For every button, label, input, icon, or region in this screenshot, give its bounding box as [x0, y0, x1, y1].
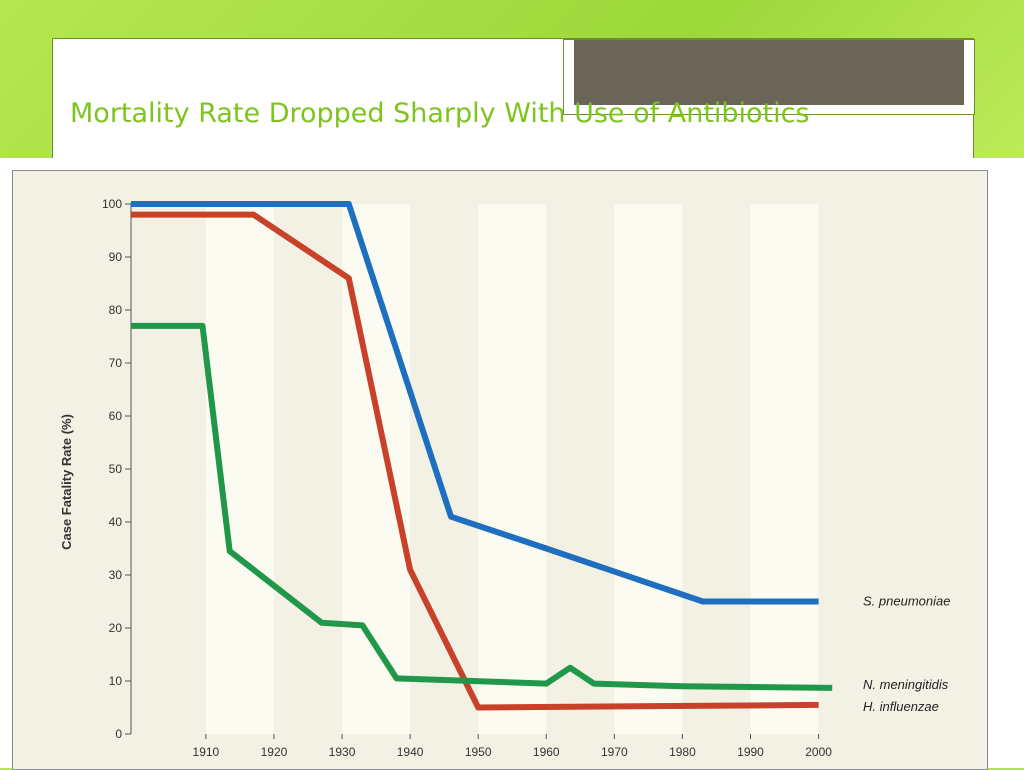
x-tick-label: 1950 — [465, 745, 492, 759]
background-band — [478, 204, 547, 734]
x-tick-label: 1980 — [669, 745, 696, 759]
y-tick-label: 30 — [109, 568, 123, 582]
x-tick-label: 1910 — [193, 745, 220, 759]
y-tick-label: 100 — [102, 197, 122, 211]
chart-container: 0 10 20 30 40 50 60 70 80 90 100 1910 1920 1930 1940 1… — [12, 170, 988, 770]
x-tick-label: 1940 — [397, 745, 424, 759]
background-band — [614, 204, 683, 734]
x-tick-label: 2000 — [805, 745, 832, 759]
background-band — [750, 204, 819, 734]
y-tick-label: 0 — [115, 727, 122, 741]
y-tick-label: 50 — [109, 462, 123, 476]
y-tick-label: 20 — [109, 621, 123, 635]
y-ticks: 0 10 20 30 40 50 60 70 80 90 100 — [102, 197, 131, 741]
x-tick-label: 1990 — [737, 745, 764, 759]
x-ticks: 1910 1920 1930 1940 1950 1960 1970 1980 1990 2000 — [193, 734, 832, 759]
title-panel — [52, 38, 975, 180]
series-line-s-pneumoniae — [131, 201, 819, 605]
x-tick-label: 1970 — [601, 745, 628, 759]
title-photo — [563, 39, 975, 115]
series-label: N. meningitidis — [863, 677, 949, 692]
title-photo-image — [574, 40, 964, 105]
x-tick-label: 1920 — [261, 745, 288, 759]
series-line-h-influenzae — [131, 211, 819, 711]
background-band — [205, 204, 274, 734]
y-tick-label: 80 — [109, 303, 123, 317]
y-tick-label: 90 — [109, 250, 123, 264]
series-labels: S. pneumoniae H. influenzae N. meningitidi… — [863, 594, 950, 714]
series-lines — [131, 201, 833, 711]
slide-title: Mortality Rate Dropped Sharply With Use … — [70, 98, 810, 129]
x-tick-label: 1930 — [329, 745, 356, 759]
background-bands — [205, 204, 819, 734]
figure-frame: 0 10 20 30 40 50 60 70 80 90 100 1910 1920 1930 1940 1… — [0, 158, 1024, 770]
y-tick-label: 70 — [109, 356, 123, 370]
series-label: S. pneumoniae — [863, 594, 950, 609]
y-tick-label: 40 — [109, 515, 123, 529]
x-tick-label: 1960 — [533, 745, 560, 759]
y-tick-label: 10 — [109, 674, 123, 688]
y-tick-label: 60 — [109, 409, 123, 423]
y-axis-label: Case Fatality Rate (%) — [59, 414, 74, 550]
series-label: H. influenzae — [863, 699, 939, 714]
series-line-n-meningitidis — [131, 322, 833, 691]
